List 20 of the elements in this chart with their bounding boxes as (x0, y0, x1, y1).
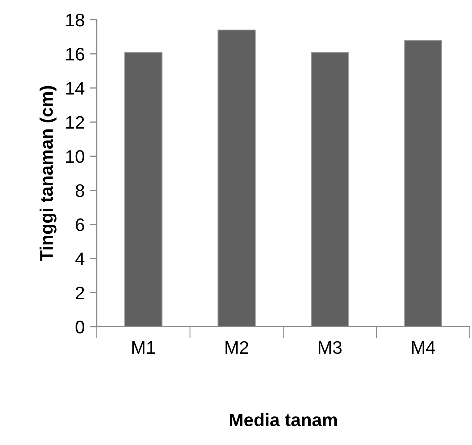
bar (218, 30, 256, 327)
bar (404, 40, 442, 327)
y-tick-label: 2 (76, 286, 84, 300)
bar (311, 52, 350, 327)
x-tick-label: M1 (132, 342, 156, 354)
y-tick-label: 4 (76, 252, 85, 266)
x-tick-label: M3 (319, 341, 342, 354)
x-tick-label: M4 (412, 342, 436, 354)
y-tick-label: 6 (76, 218, 84, 232)
x-tick-label: M2 (226, 341, 249, 354)
y-tick-label: 12 (66, 116, 84, 129)
y-tick-label: 14 (66, 82, 85, 95)
y-tick-label: 8 (76, 184, 84, 198)
y-axis-title: Tinggi tanaman (cm) (40, 86, 57, 262)
bar (124, 52, 163, 327)
x-axis-title: Media tanam (230, 413, 338, 427)
y-tick-label: 16 (66, 48, 84, 61)
y-tick-label: 18 (66, 14, 84, 27)
y-tick-label: 10 (66, 150, 84, 164)
y-tick-label: 0 (76, 320, 84, 334)
